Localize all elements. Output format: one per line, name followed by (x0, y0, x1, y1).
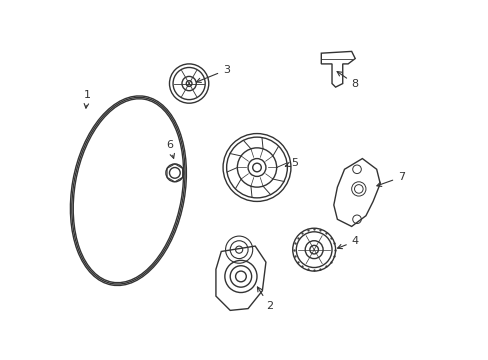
Text: 3: 3 (196, 65, 229, 82)
Text: 4: 4 (337, 236, 358, 249)
Text: 7: 7 (376, 172, 405, 186)
Text: 8: 8 (336, 72, 358, 89)
Text: 1: 1 (83, 90, 91, 108)
Text: 2: 2 (257, 287, 272, 311)
Text: 6: 6 (165, 140, 174, 158)
Text: 5: 5 (285, 158, 297, 168)
